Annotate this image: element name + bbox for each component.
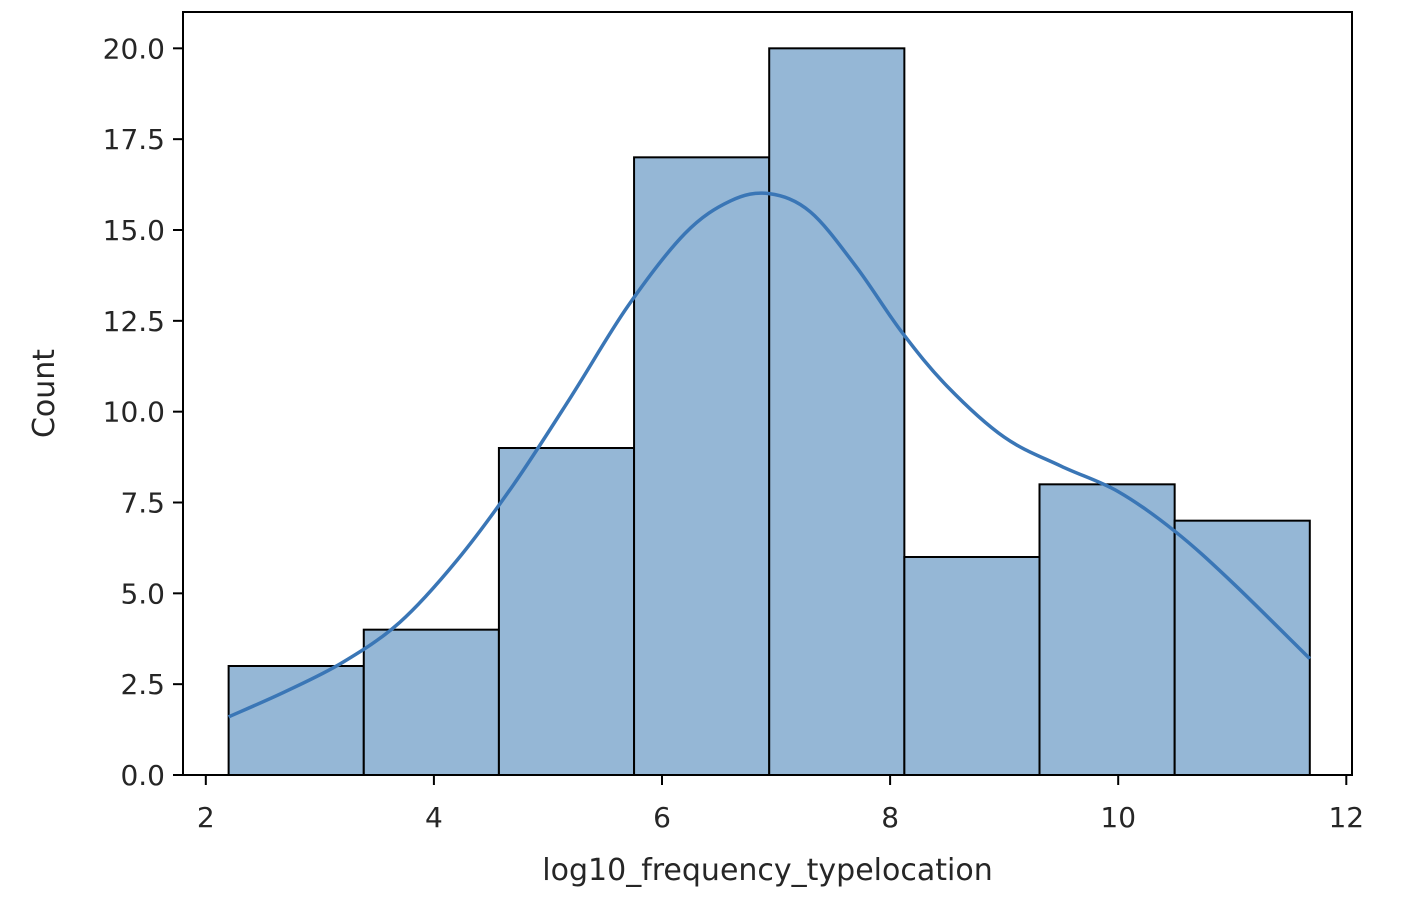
y-tick-label: 12.5 [103, 305, 165, 338]
x-tick-label: 10 [1100, 801, 1136, 834]
y-tick-label: 0.0 [120, 759, 165, 792]
x-axis-label: log10_frequency_typelocation [542, 853, 992, 888]
histogram-bar [362, 628, 500, 777]
x-axis-ticks: 2 4 6 8 10 12 [197, 775, 1364, 834]
x-tick-label: 4 [425, 801, 443, 834]
y-tick-label: 20.0 [103, 32, 165, 65]
histogram-bars [227, 47, 1311, 777]
plot-frame [182, 11, 1353, 776]
y-tick-label: 2.5 [120, 668, 165, 701]
x-tick-label: 12 [1328, 801, 1364, 834]
histogram-bar [903, 556, 1041, 776]
histogram-bar [497, 447, 636, 776]
histogram-bar [227, 665, 365, 776]
kde-curve [227, 191, 1312, 719]
histogram-bar [1038, 483, 1176, 776]
x-tick-label: 2 [197, 801, 215, 834]
y-tick-label: 10.0 [103, 396, 165, 429]
y-tick-label: 17.5 [103, 123, 165, 156]
x-tick-label: 6 [653, 801, 671, 834]
y-tick-label: 7.5 [120, 487, 165, 520]
histogram-bar [768, 47, 906, 777]
histogram-bar [633, 156, 771, 777]
histogram-bar [1173, 519, 1311, 777]
y-axis-ticks: 0.0 2.5 5.0 7.5 10.0 12.5 15.0 17.5 20.0 [103, 32, 183, 792]
x-tick-label: 8 [881, 801, 899, 834]
y-tick-label: 15.0 [103, 214, 165, 247]
y-axis-label: Count [27, 349, 62, 438]
y-tick-label: 5.0 [120, 577, 165, 610]
